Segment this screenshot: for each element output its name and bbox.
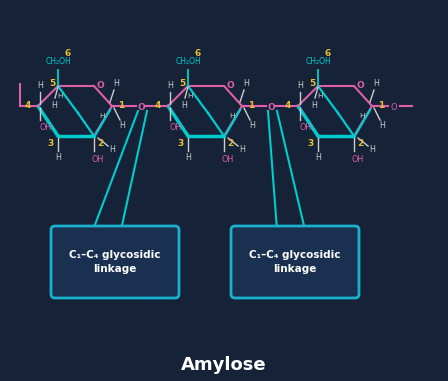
- Text: 6: 6: [195, 48, 201, 58]
- Text: OH: OH: [352, 155, 364, 163]
- Text: 5: 5: [179, 80, 185, 88]
- Text: H: H: [113, 78, 119, 88]
- Text: H: H: [297, 80, 303, 90]
- Text: OH: OH: [170, 123, 182, 133]
- Text: H: H: [119, 122, 125, 131]
- Text: CH₂OH: CH₂OH: [305, 58, 331, 67]
- Text: H: H: [55, 154, 61, 163]
- Text: H: H: [317, 93, 323, 99]
- Text: H: H: [359, 113, 365, 119]
- Text: 4: 4: [155, 101, 161, 110]
- Text: O: O: [267, 102, 275, 112]
- Text: H: H: [51, 101, 57, 109]
- Text: H: H: [249, 122, 255, 131]
- Text: H: H: [99, 113, 105, 119]
- Text: CH₂OH: CH₂OH: [45, 58, 71, 67]
- Text: H: H: [315, 154, 321, 163]
- Text: OH: OH: [40, 123, 52, 133]
- FancyBboxPatch shape: [231, 226, 359, 298]
- Text: OH: OH: [92, 155, 104, 163]
- Text: 4: 4: [285, 101, 291, 110]
- Text: 2: 2: [97, 139, 103, 149]
- Text: H: H: [239, 146, 245, 155]
- Text: 1: 1: [248, 101, 254, 110]
- Text: H: H: [243, 78, 249, 88]
- Text: H: H: [187, 93, 193, 99]
- Text: 6: 6: [65, 48, 71, 58]
- Text: 6: 6: [325, 48, 331, 58]
- Text: 4: 4: [25, 101, 31, 110]
- Text: Amylose: Amylose: [181, 356, 267, 374]
- Text: H: H: [311, 101, 317, 109]
- Text: 1: 1: [378, 101, 384, 110]
- Text: H: H: [181, 101, 187, 109]
- Text: 1: 1: [118, 101, 124, 110]
- Text: H: H: [167, 80, 173, 90]
- Text: H: H: [109, 146, 115, 155]
- Text: C₁–C₄ glycosidic
linkage: C₁–C₄ glycosidic linkage: [69, 250, 161, 274]
- Text: O: O: [391, 102, 397, 112]
- Text: 3: 3: [307, 139, 313, 149]
- Text: H: H: [229, 113, 235, 119]
- Text: 5: 5: [309, 80, 315, 88]
- Text: H: H: [185, 154, 191, 163]
- Text: OH: OH: [300, 123, 312, 133]
- Text: OH: OH: [222, 155, 234, 163]
- Text: O: O: [96, 80, 104, 90]
- Text: 5: 5: [49, 80, 55, 88]
- Text: CH₂OH: CH₂OH: [175, 58, 201, 67]
- Text: H: H: [373, 78, 379, 88]
- Text: 3: 3: [47, 139, 53, 149]
- Text: C₁–C₄ glycosidic
linkage: C₁–C₄ glycosidic linkage: [249, 250, 341, 274]
- Text: O: O: [137, 102, 145, 112]
- Text: 3: 3: [177, 139, 183, 149]
- Text: 2: 2: [227, 139, 233, 149]
- Text: H: H: [57, 93, 63, 99]
- Text: H: H: [379, 122, 385, 131]
- Text: O: O: [356, 80, 364, 90]
- FancyBboxPatch shape: [51, 226, 179, 298]
- Text: 2: 2: [357, 139, 363, 149]
- Text: H: H: [37, 80, 43, 90]
- Text: O: O: [226, 80, 234, 90]
- Text: H: H: [369, 146, 375, 155]
